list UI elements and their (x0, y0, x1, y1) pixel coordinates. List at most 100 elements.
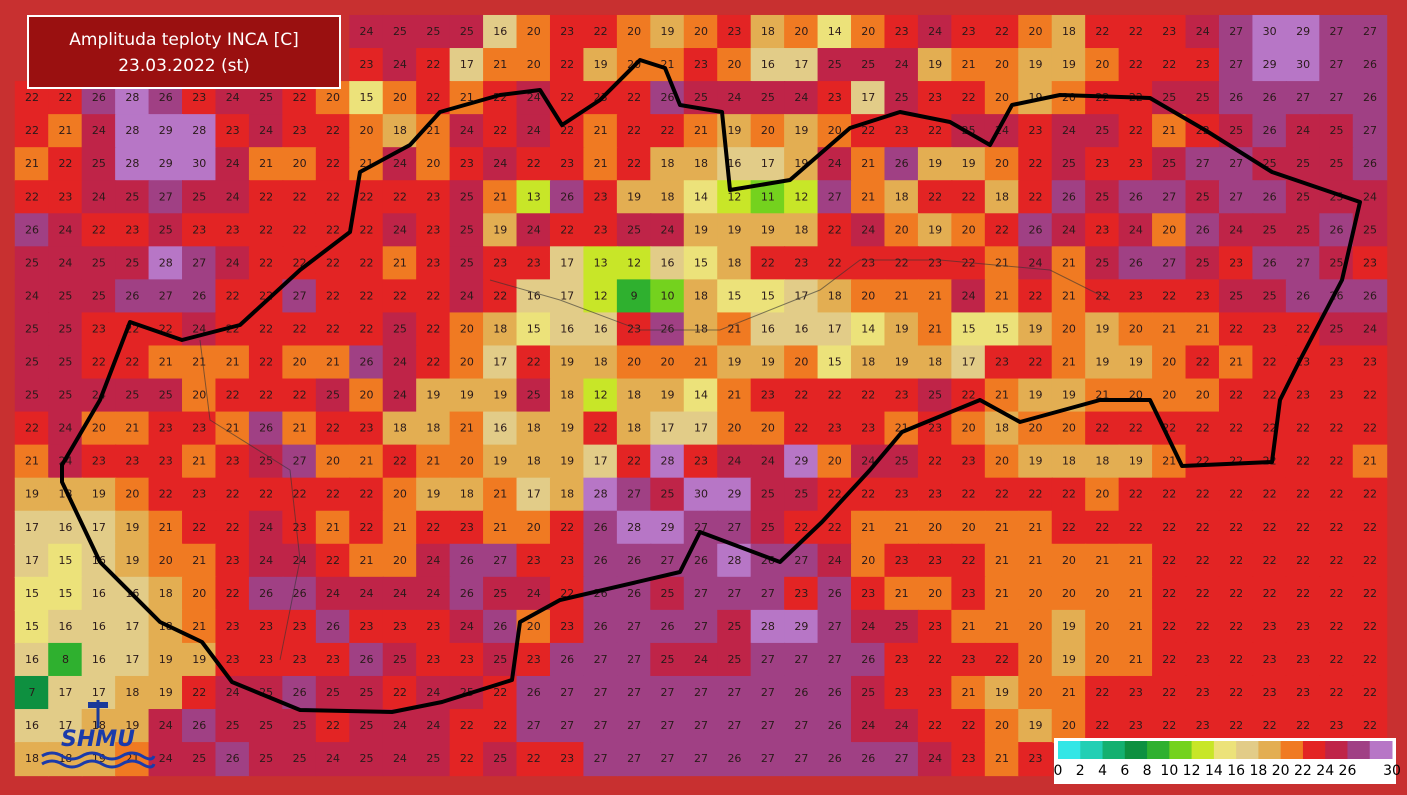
value-label: 22 (962, 389, 976, 402)
value-cell (81, 114, 117, 149)
value-cell (215, 709, 250, 744)
value-label: 23 (1263, 653, 1277, 666)
value-label: 21 (192, 554, 206, 567)
value-cell (851, 742, 886, 777)
value-cell (951, 477, 986, 512)
value-label: 24 (460, 620, 474, 633)
value-cell (683, 675, 719, 711)
value-label: 23 (928, 422, 942, 435)
value-label: 22 (393, 455, 407, 468)
value-label: 22 (326, 554, 340, 567)
value-label: 21 (995, 752, 1009, 765)
value-label: 22 (125, 356, 139, 369)
value-cell (1118, 180, 1154, 215)
value-cell (1252, 14, 1287, 50)
value-cell (449, 543, 485, 578)
value-cell (416, 642, 451, 677)
value-cell (14, 642, 50, 677)
value-cell (1051, 477, 1087, 512)
value-cell (81, 444, 117, 479)
value-cell (951, 180, 986, 215)
value-label: 25 (259, 91, 273, 104)
value-cell (784, 444, 819, 479)
value-label: 27 (627, 686, 641, 699)
value-cell (282, 576, 317, 611)
value-label: 22 (1363, 554, 1377, 567)
value-label: 21 (694, 356, 708, 369)
value-label: 25 (1330, 256, 1344, 269)
value-cell (784, 378, 819, 413)
value-label: 27 (1229, 157, 1243, 170)
value-label: 23 (962, 587, 976, 600)
value-cell (416, 477, 451, 512)
value-cell (516, 477, 551, 512)
value-cell (917, 14, 953, 50)
value-cell (315, 675, 351, 711)
value-label: 22 (828, 389, 842, 402)
value-label: 22 (928, 653, 942, 666)
value-cell (248, 543, 284, 578)
value-cell (516, 279, 551, 314)
value-cell (683, 709, 719, 744)
value-label: 25 (92, 256, 106, 269)
value-label: 21 (159, 356, 173, 369)
value-cell (1185, 81, 1220, 116)
value-cell (282, 444, 317, 479)
value-cell (884, 246, 919, 281)
value-label: 28 (125, 124, 139, 137)
value-cell (1252, 246, 1287, 281)
value-label: 16 (92, 620, 106, 633)
value-cell (1185, 312, 1220, 347)
value-label: 23 (594, 223, 608, 236)
value-label: 20 (1029, 25, 1043, 38)
value-label: 30 (694, 488, 708, 501)
value-label: 19 (426, 488, 440, 501)
value-label: 21 (159, 521, 173, 534)
value-label: 22 (326, 190, 340, 203)
value-cell (182, 477, 217, 512)
value-cell (884, 312, 919, 347)
value-cell (382, 246, 418, 281)
value-label: 25 (828, 58, 842, 71)
value-label: 19 (1062, 653, 1076, 666)
value-cell (449, 609, 485, 644)
value-cell (1218, 14, 1254, 50)
value-label: 22 (259, 190, 273, 203)
legend-label: 16 (1227, 763, 1245, 779)
value-label: 22 (1229, 686, 1243, 699)
value-cell (148, 114, 184, 149)
value-label: 25 (895, 455, 909, 468)
value-label: 27 (761, 719, 775, 732)
value-cell (1319, 312, 1354, 347)
value-label: 18 (393, 124, 407, 137)
value-label: 24 (92, 190, 106, 203)
value-cell (215, 411, 250, 446)
value-cell (1018, 147, 1053, 182)
value-cell (382, 81, 418, 116)
value-cell (182, 609, 217, 644)
value-cell (81, 642, 117, 677)
value-cell (1118, 246, 1154, 281)
value-label: 16 (92, 653, 106, 666)
value-label: 22 (326, 322, 340, 335)
value-cell (382, 543, 418, 578)
value-label: 26 (92, 91, 106, 104)
value-label: 22 (1129, 488, 1143, 501)
value-label: 23 (226, 455, 240, 468)
value-cell (1285, 411, 1321, 446)
value-cell (1051, 114, 1087, 149)
value-label: 27 (761, 587, 775, 600)
value-label: 26 (1129, 256, 1143, 269)
value-cell (717, 14, 752, 50)
value-cell (1051, 543, 1087, 578)
value-cell (851, 81, 886, 116)
value-label: 18 (1062, 25, 1076, 38)
value-cell (1118, 378, 1154, 413)
value-label: 22 (861, 488, 875, 501)
value-cell (884, 180, 919, 215)
value-cell (951, 147, 986, 182)
value-cell (1252, 477, 1287, 512)
value-cell (1252, 609, 1287, 644)
value-label: 22 (1162, 686, 1176, 699)
value-label: 19 (1129, 455, 1143, 468)
